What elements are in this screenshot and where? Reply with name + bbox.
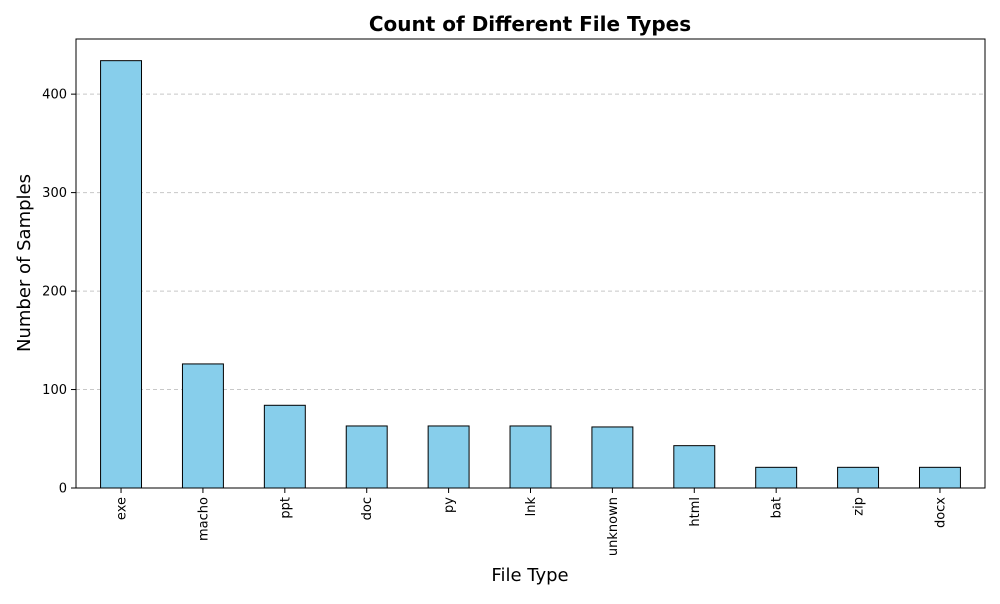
y-tick-label: 0	[59, 482, 67, 497]
bar-macho	[181, 363, 224, 489]
x-tick-label: unknown	[606, 497, 621, 556]
bar-exe	[100, 60, 143, 489]
x-tick-label: docx	[933, 497, 948, 528]
bar-doc	[345, 425, 388, 489]
bar-lnk	[509, 425, 552, 489]
x-tick-label: ppt	[278, 497, 293, 519]
x-axis-label: File Type	[491, 565, 568, 586]
bar-html	[673, 445, 716, 489]
x-tick-label: macho	[196, 497, 211, 541]
x-tick-label: exe	[115, 497, 130, 520]
bar-ppt	[263, 404, 306, 489]
y-gridlines	[76, 93, 985, 391]
x-tick-label: html	[688, 497, 703, 527]
chart-title: Count of Different File Types	[369, 12, 691, 36]
y-axis: 0 100 200 300 400	[42, 88, 76, 497]
bar-bat	[755, 466, 798, 489]
y-tick-label: 100	[42, 383, 67, 398]
y-tick-label: 200	[42, 285, 67, 300]
bars	[100, 60, 961, 489]
x-tick-label: lnk	[524, 497, 539, 517]
bar-docx	[918, 466, 961, 489]
bar-py	[427, 425, 470, 489]
y-tick-label: 300	[42, 186, 67, 201]
x-tick-label: bat	[770, 497, 785, 518]
x-tick-label: zip	[852, 497, 867, 516]
y-axis-label: Number of Samples	[14, 174, 35, 352]
x-tick-label: py	[442, 497, 457, 513]
bar-zip	[837, 466, 880, 489]
y-tick-label: 400	[42, 88, 67, 103]
bar-unknown	[591, 426, 634, 489]
x-tick-label: doc	[360, 497, 375, 520]
x-axis: exe macho ppt doc py lnk unknown html bat zip docx	[115, 488, 948, 556]
